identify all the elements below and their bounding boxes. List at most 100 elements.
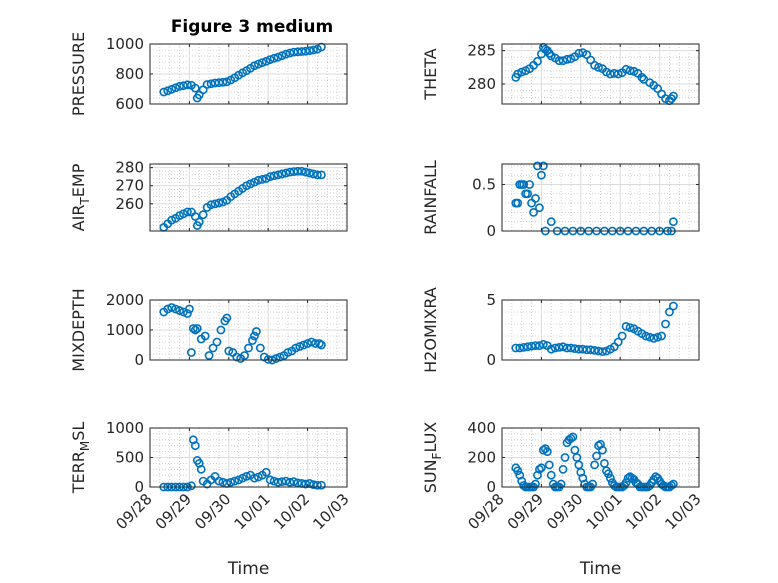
data-point xyxy=(273,170,283,180)
data-point xyxy=(531,194,540,203)
data-point xyxy=(192,324,202,333)
data-point xyxy=(560,453,570,462)
data-point xyxy=(305,168,314,178)
data-point xyxy=(265,475,275,485)
data-point xyxy=(665,307,674,317)
data-point xyxy=(598,347,607,356)
y-axis-label: H2OMIXRA xyxy=(421,287,440,373)
data-point xyxy=(190,83,200,93)
data-point xyxy=(167,84,177,94)
data-point xyxy=(196,464,206,474)
data-point xyxy=(183,207,192,217)
data-point xyxy=(240,351,249,360)
data-point xyxy=(171,304,181,314)
data-point xyxy=(218,77,228,87)
data-point xyxy=(603,469,613,479)
data-point xyxy=(641,331,651,341)
data-point xyxy=(537,170,546,180)
y-tick-label: 400 xyxy=(467,419,496,437)
y-tick-label: 0 xyxy=(486,478,496,496)
y-tick-label: 600 xyxy=(115,95,144,113)
y-tick-label: 0 xyxy=(134,478,144,496)
data-point xyxy=(546,344,556,354)
data-point xyxy=(175,81,184,91)
data-point xyxy=(299,340,309,350)
data-point xyxy=(653,332,663,342)
data-point xyxy=(668,479,678,489)
data-point xyxy=(605,473,615,483)
y-axis-label: SUNFLUX xyxy=(421,422,444,494)
y-axis-label: THETA xyxy=(421,48,440,100)
data-point xyxy=(265,55,275,64)
x-tick-label: 10/01 xyxy=(231,490,274,533)
data-point xyxy=(250,331,259,341)
data-point xyxy=(546,217,556,227)
data-point xyxy=(301,167,311,177)
data-point xyxy=(519,180,529,189)
y-axis-label: TERRMSL xyxy=(69,422,92,495)
data-point xyxy=(590,345,599,355)
x-tick-label: 10/02 xyxy=(622,490,665,533)
data-point xyxy=(621,64,631,74)
y-label-sub: M xyxy=(78,441,92,451)
y-tick-label: 800 xyxy=(115,65,144,83)
data-point xyxy=(609,481,619,490)
data-point xyxy=(206,79,216,89)
data-point xyxy=(281,49,291,59)
y-label-main: PRESSURE xyxy=(69,32,88,116)
y-label-tail: SL xyxy=(69,422,88,441)
data-point xyxy=(531,479,540,489)
data-point xyxy=(305,46,314,55)
data-point xyxy=(515,343,525,353)
data-point xyxy=(316,170,326,180)
data-point xyxy=(313,480,322,490)
data-point xyxy=(200,331,210,341)
y-label-main: SUN xyxy=(421,459,440,493)
data-point xyxy=(531,341,540,350)
data-point xyxy=(255,343,265,353)
data-point xyxy=(309,45,318,55)
data-point xyxy=(291,343,301,353)
data-point xyxy=(184,304,194,314)
y-tick-label: 2000 xyxy=(106,291,144,309)
data-point xyxy=(190,441,200,451)
y-tick-label: 270 xyxy=(115,177,144,195)
data-point xyxy=(232,352,242,362)
data-point xyxy=(188,324,198,333)
y-label-main: H2OMIXRA xyxy=(421,287,440,373)
data-point xyxy=(668,301,678,311)
data-point xyxy=(538,445,548,455)
data-point xyxy=(590,460,599,470)
data-point xyxy=(519,342,529,352)
data-point xyxy=(222,313,232,323)
data-point xyxy=(183,309,192,318)
data-point xyxy=(265,172,275,182)
y-label-main: RAINFALL xyxy=(421,160,440,235)
data-point xyxy=(513,466,523,476)
y-tick-label: 260 xyxy=(115,195,144,213)
data-point xyxy=(230,476,240,486)
figure-title: Figure 3 medium xyxy=(171,17,333,37)
y-tick-label: 500 xyxy=(115,449,144,467)
y-label-main: TERR xyxy=(69,451,88,494)
axes-box xyxy=(501,163,700,232)
x-tick-label: 10/02 xyxy=(270,490,313,533)
data-point xyxy=(257,174,267,184)
y-tick-label: 280 xyxy=(115,159,144,177)
x-tick-label: 09/29 xyxy=(504,490,547,533)
data-point xyxy=(248,336,257,345)
data-point xyxy=(214,198,224,208)
data-point xyxy=(598,445,607,455)
data-point xyxy=(202,80,212,89)
data-point xyxy=(535,203,544,213)
x-tick-label: 09/28 xyxy=(464,490,507,533)
x-axis-label: Time xyxy=(579,559,622,579)
data-point xyxy=(519,481,529,490)
data-point xyxy=(668,217,678,227)
subplot-theta: 280 285 THETA xyxy=(421,42,700,106)
y-tick-label: 1000 xyxy=(106,321,144,339)
